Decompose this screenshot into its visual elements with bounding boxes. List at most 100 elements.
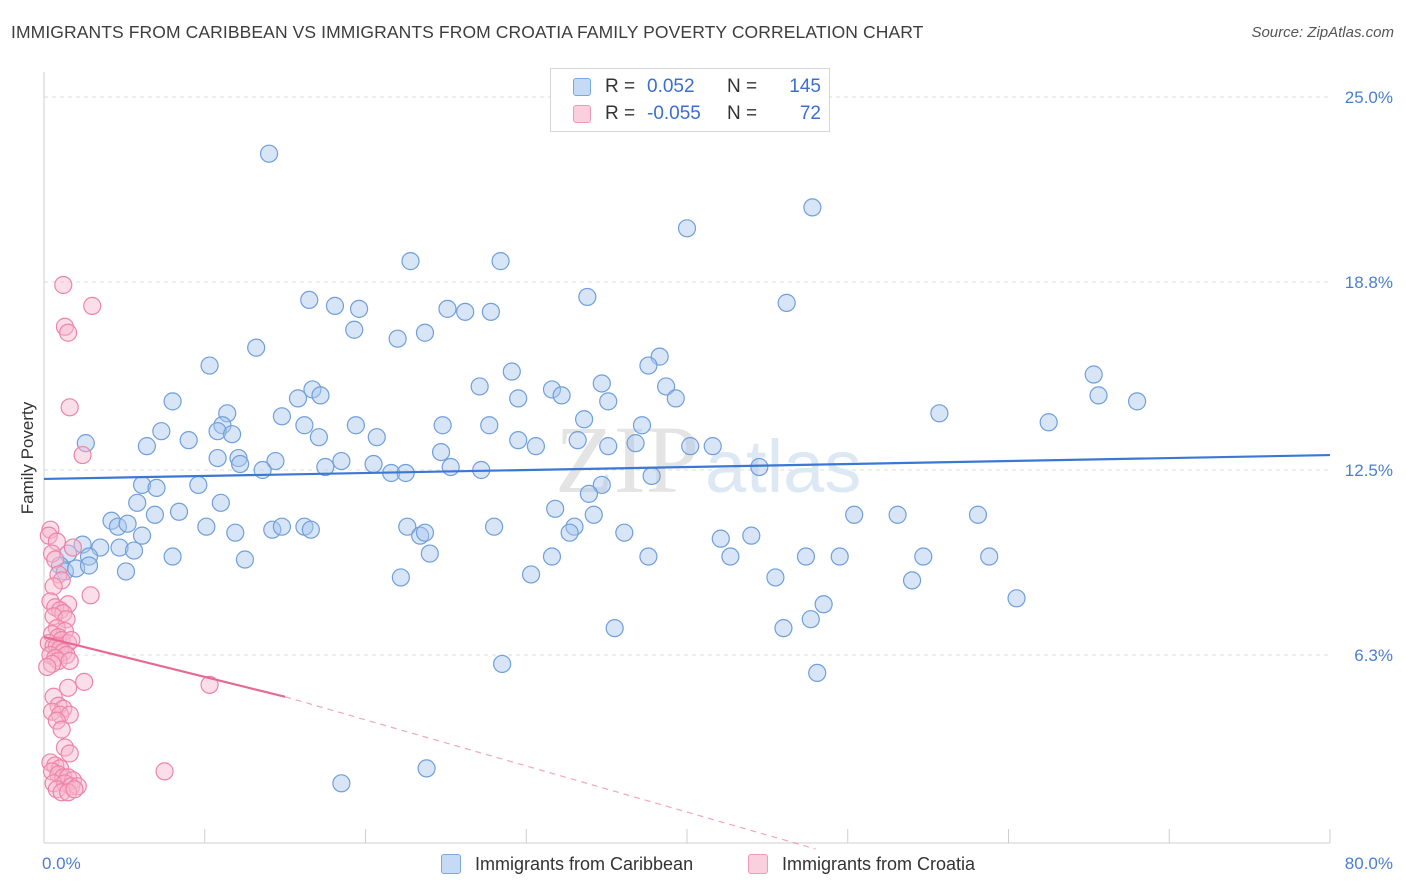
caribbean-point	[218, 404, 237, 423]
caribbean-point	[814, 595, 833, 614]
y-tick-label: 25.0%	[1345, 88, 1393, 107]
caribbean-point	[711, 529, 730, 548]
caribbean-point	[599, 437, 618, 456]
caribbean-point	[592, 475, 611, 495]
caribbean-point	[247, 338, 266, 357]
caribbean-point	[211, 493, 230, 512]
croatia-point	[65, 780, 84, 799]
caribbean-point	[309, 428, 328, 447]
chart-title: IMMIGRANTS FROM CARIBBEAN VS IMMIGRANTS …	[11, 22, 924, 42]
caribbean-points	[50, 144, 1147, 793]
caribbean-point	[301, 520, 320, 539]
caribbean-point	[1089, 386, 1108, 405]
caribbean-point	[76, 434, 95, 453]
caribbean-point	[485, 517, 504, 536]
caribbean-point	[703, 437, 722, 456]
croatia-point	[55, 738, 74, 757]
caribbean-point	[801, 610, 820, 629]
caribbean-point	[288, 389, 308, 408]
croatia-point	[47, 780, 66, 799]
croatia-point	[60, 398, 79, 417]
caribbean-point	[542, 380, 562, 399]
croatia-point	[59, 323, 78, 342]
caribbean-point	[968, 505, 988, 524]
caribbean-point	[438, 299, 457, 318]
trend-lines	[43, 453, 1331, 850]
caribbean-point	[124, 541, 144, 560]
correlation-legend: R = 0.052 N = 145 R = -0.055 N = 72	[550, 68, 830, 132]
croatia-point	[83, 296, 102, 315]
caribbean-point	[147, 478, 166, 498]
caribbean-point	[411, 526, 430, 545]
legend-swatch-croatia	[573, 105, 591, 123]
caribbean-point	[470, 377, 489, 396]
caribbean-point	[677, 219, 697, 238]
caribbean-point	[163, 392, 182, 411]
caribbean-point	[132, 526, 152, 545]
croatia-point	[60, 651, 79, 671]
caribbean-point	[592, 374, 611, 393]
caribbean-point	[1007, 589, 1026, 608]
bottom-legend-label-croatia: Immigrants from Croatia	[782, 853, 976, 874]
caribbean-point	[391, 568, 410, 587]
caribbean-point	[229, 448, 248, 468]
legend-n-label: N =	[727, 103, 758, 124]
caribbean-point	[316, 457, 335, 477]
caribbean-point	[349, 299, 369, 318]
croatia-point	[52, 720, 71, 739]
caribbean-point	[830, 547, 849, 566]
caribbean-point	[431, 442, 451, 462]
croatia-point	[54, 275, 73, 295]
caribbean-point	[266, 451, 285, 471]
caribbean-point	[417, 759, 436, 778]
caribbean-point	[364, 454, 383, 474]
watermark-zip: ZIP	[555, 406, 699, 513]
croatia-point	[60, 744, 79, 763]
caribbean-point	[226, 523, 245, 542]
y-tick-label: 12.5%	[1345, 461, 1393, 480]
croatia-point	[59, 678, 78, 697]
croatia-point	[200, 675, 219, 694]
caribbean-point	[367, 428, 386, 447]
legend-r-label: R =	[605, 103, 636, 124]
caribbean-point	[750, 457, 769, 477]
croatia-point	[46, 550, 65, 569]
caribbean-point	[152, 422, 171, 441]
croatia-points	[38, 275, 219, 802]
caribbean-point	[502, 362, 521, 381]
croatia-point	[68, 777, 87, 796]
caribbean-point	[222, 425, 242, 444]
caribbean-point	[200, 356, 219, 375]
legend-row-caribbean: R = 0.052 N = 145	[573, 75, 821, 99]
caribbean-point	[235, 550, 255, 569]
caribbean-point	[565, 517, 584, 536]
caribbean-point	[615, 523, 634, 542]
caribbean-point	[197, 517, 216, 536]
caribbean-point	[777, 293, 796, 312]
caribbean-point	[300, 290, 319, 310]
caribbean-point	[272, 517, 292, 536]
caribbean-point	[808, 663, 827, 683]
caribbean-point	[605, 619, 624, 638]
y-tick-labels: 6.3% 12.5% 18.8% 25.0%	[1345, 88, 1393, 665]
legend-n-value: 145	[789, 76, 821, 97]
caribbean-point	[145, 505, 165, 524]
caribbean-point	[845, 505, 864, 524]
y-axis-title: Family Poverty	[18, 401, 37, 514]
caribbean-point	[774, 619, 793, 638]
caribbean-point	[584, 505, 603, 524]
caribbean-point	[325, 296, 345, 315]
caribbean-point	[639, 356, 658, 375]
caribbean-point	[481, 302, 500, 321]
caribbean-point	[766, 568, 785, 587]
caribbean-point	[169, 502, 189, 521]
caribbean-point	[803, 198, 822, 217]
caribbean-point	[441, 457, 460, 477]
caribbean-point	[888, 505, 907, 524]
croatia-point	[63, 538, 83, 557]
caribbean-point	[681, 437, 700, 456]
bottom-legend-swatch-caribbean	[441, 854, 461, 874]
caribbean-point	[332, 451, 351, 471]
caribbean-point	[639, 547, 658, 566]
